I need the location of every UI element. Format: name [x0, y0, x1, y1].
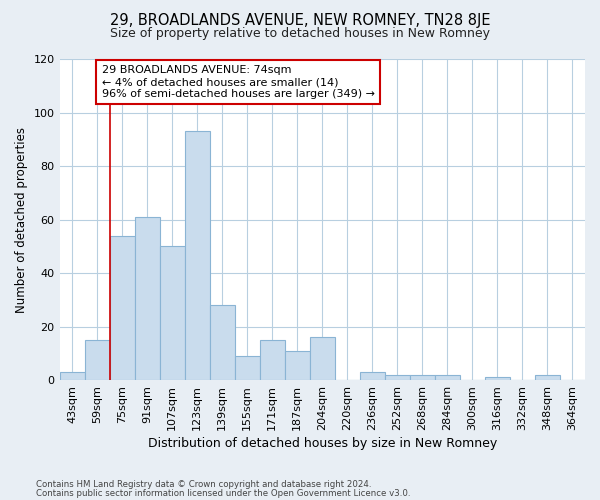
Text: 29, BROADLANDS AVENUE, NEW ROMNEY, TN28 8JE: 29, BROADLANDS AVENUE, NEW ROMNEY, TN28 …	[110, 12, 490, 28]
Bar	[285, 350, 310, 380]
Bar	[535, 374, 560, 380]
Text: Contains public sector information licensed under the Open Government Licence v3: Contains public sector information licen…	[36, 488, 410, 498]
Bar	[310, 338, 335, 380]
Bar	[134, 217, 160, 380]
Bar	[160, 246, 185, 380]
Bar	[59, 372, 85, 380]
Bar	[260, 340, 285, 380]
Bar	[385, 374, 410, 380]
Bar	[235, 356, 260, 380]
Bar	[435, 374, 460, 380]
Y-axis label: Number of detached properties: Number of detached properties	[15, 126, 28, 312]
Text: 29 BROADLANDS AVENUE: 74sqm
← 4% of detached houses are smaller (14)
96% of semi: 29 BROADLANDS AVENUE: 74sqm ← 4% of deta…	[101, 66, 374, 98]
Bar	[360, 372, 385, 380]
Bar	[485, 378, 510, 380]
Bar	[110, 236, 134, 380]
Bar	[85, 340, 110, 380]
Bar	[410, 374, 435, 380]
Text: Contains HM Land Registry data © Crown copyright and database right 2024.: Contains HM Land Registry data © Crown c…	[36, 480, 371, 489]
X-axis label: Distribution of detached houses by size in New Romney: Distribution of detached houses by size …	[148, 437, 497, 450]
Bar	[209, 305, 235, 380]
Bar	[185, 131, 209, 380]
Text: Size of property relative to detached houses in New Romney: Size of property relative to detached ho…	[110, 28, 490, 40]
